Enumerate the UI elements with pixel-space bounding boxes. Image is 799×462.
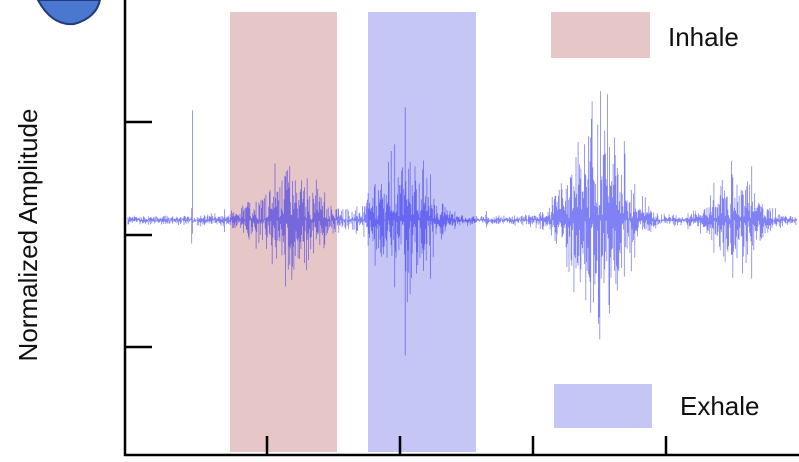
waveform bbox=[127, 91, 797, 356]
y-axis-label: Normalized Amplitude bbox=[13, 109, 43, 362]
axes bbox=[123, 0, 799, 457]
decorative-shape bbox=[36, 0, 102, 26]
legend-swatch bbox=[551, 12, 650, 58]
waveform-trace bbox=[127, 91, 797, 356]
legend-swatch bbox=[554, 384, 652, 428]
legend-label: Exhale bbox=[680, 391, 760, 421]
legend-label: Inhale bbox=[668, 22, 739, 52]
